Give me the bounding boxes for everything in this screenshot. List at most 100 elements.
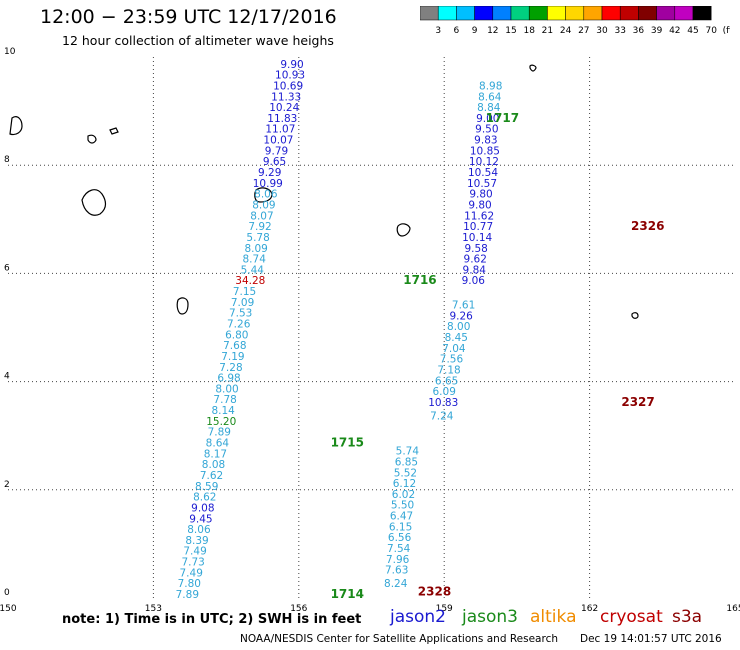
swh-value: 7.49 [180, 567, 203, 579]
swh-value: 10.07 [263, 135, 293, 147]
swh-value: 10.54 [468, 167, 498, 179]
scale-label: (ft) [723, 26, 730, 36]
swh-value: 6.12 [393, 478, 416, 490]
swh-value: 8.00 [447, 321, 470, 333]
y-tick-label: 4 [4, 372, 10, 382]
y-tick-label: 10 [4, 47, 16, 57]
island-outlines [9, 64, 639, 319]
scale-label: 30 [596, 26, 608, 36]
scale-swatch [565, 6, 585, 21]
scale-swatch [510, 6, 530, 21]
scale-swatch [656, 6, 676, 21]
swh-value: 10.57 [467, 178, 497, 190]
legend-jason2: jason2 [390, 607, 446, 627]
legend-jason3: jason3 [462, 607, 518, 627]
swh-value: 6.56 [388, 532, 412, 544]
y-tick-label: 0 [4, 588, 10, 598]
scale-label: 24 [560, 26, 572, 36]
swh-value: 9.65 [263, 156, 286, 168]
track-points: 7.897.807.497.737.498.398.069.459.088.62… [176, 59, 503, 601]
scale-swatch [638, 6, 657, 21]
swh-value: 9.80 [469, 189, 492, 201]
scale-label: 18 [523, 26, 535, 36]
island-outline [396, 223, 411, 237]
swh-value: 8.07 [250, 210, 273, 222]
track-id: 1717 [486, 111, 519, 125]
swh-value: 7.26 [227, 319, 251, 331]
swh-value: 7.89 [208, 427, 231, 439]
swh-value: 7.24 [430, 410, 454, 422]
scale-label: 9 [472, 26, 478, 36]
swh-value: 6.85 [395, 456, 418, 468]
scale-swatch [583, 6, 603, 21]
island-outline [254, 187, 273, 203]
track-id: 2326 [631, 219, 664, 233]
scale-label: 42 [669, 26, 680, 36]
swh-value: 9.62 [464, 254, 487, 266]
swh-value: 7.80 [178, 578, 201, 590]
swh-value: 10.12 [469, 156, 499, 168]
swh-value: 7.56 [440, 354, 464, 366]
swh-value: 8.08 [202, 459, 225, 471]
scale-swatch [547, 6, 566, 21]
swh-value: 7.28 [219, 362, 242, 374]
swh-value: 10.85 [470, 145, 500, 157]
x-tick-label: 150 [0, 604, 17, 614]
swh-value: 10.14 [462, 232, 492, 244]
scale-swatch [674, 6, 694, 21]
scale-label: 27 [578, 26, 589, 36]
swh-value: 10.93 [275, 70, 305, 82]
swh-value: 5.78 [246, 232, 269, 244]
swh-value: 9.45 [189, 513, 212, 525]
swh-value: 8.24 [384, 578, 408, 590]
swh-value: 10.99 [253, 178, 283, 190]
y-tick-label: 8 [4, 155, 10, 165]
swh-value: 11.62 [464, 210, 494, 222]
scale-label: 6 [454, 26, 460, 36]
scale-label: 36 [633, 26, 645, 36]
scale-label: 45 [687, 26, 698, 36]
track-id: 1714 [331, 587, 364, 601]
swh-value: 7.78 [213, 394, 236, 406]
swh-value: 5.44 [241, 264, 265, 276]
x-tick-label: 162 [581, 604, 598, 614]
swh-value: 8.00 [215, 383, 238, 395]
legend-cryosat: cryosat [600, 607, 663, 627]
swh-value: 34.28 [235, 275, 265, 287]
swh-value: 8.06 [254, 189, 278, 201]
swh-value: 7.96 [386, 554, 410, 566]
island-outline [176, 297, 189, 315]
swh-value: 8.59 [195, 481, 218, 493]
swh-value: 8.14 [211, 405, 235, 417]
swh-value: 11.07 [265, 124, 295, 136]
scale-swatch [692, 6, 712, 21]
swh-value: 8.39 [185, 535, 208, 547]
scale-swatch [619, 6, 639, 21]
swh-value: 7.92 [248, 221, 271, 233]
swh-value: 9.00 [476, 113, 499, 125]
scale-swatch [492, 6, 512, 21]
swh-value: 10.83 [428, 397, 458, 409]
map-title: 12:00 − 23:59 UTC 12/17/2016 [40, 6, 337, 28]
swh-value: 7.62 [200, 470, 223, 482]
swh-value: 8.62 [193, 492, 216, 504]
swh-value: 7.73 [181, 557, 204, 569]
swh-value: 9.26 [449, 310, 473, 322]
swh-value: 7.18 [437, 364, 460, 376]
swh-value: 11.83 [267, 113, 297, 125]
swh-value: 5.52 [394, 467, 417, 479]
swh-value: 10.77 [463, 221, 493, 233]
scale-swatch [437, 6, 457, 21]
swh-value: 9.79 [265, 145, 288, 157]
map-grid: 1501531561591621650246810 [0, 47, 740, 614]
swh-value: 8.06 [187, 524, 211, 536]
track-id: 2327 [621, 395, 654, 409]
swh-value: 6.80 [225, 329, 248, 341]
swh-value: 9.58 [464, 243, 487, 255]
swh-value: 9.08 [191, 502, 214, 514]
swh-value: 7.15 [233, 286, 256, 298]
track-ids: 1714 1715 1716 1717 2326 2327 2328 [331, 111, 665, 601]
swh-value: 7.04 [442, 343, 466, 355]
